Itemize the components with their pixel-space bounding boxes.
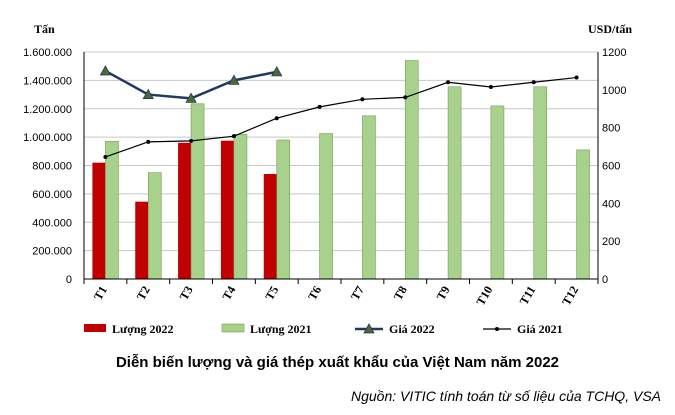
category-label: T8	[391, 284, 410, 303]
point-gia-2022	[142, 88, 154, 99]
legend-label: Lượng 2021	[250, 322, 312, 336]
category-label: T4	[219, 284, 238, 303]
bar-luong-2021	[233, 133, 248, 280]
legend: Lượng 2022 Lượng 2021 Giá 2022 Giá 2021	[84, 322, 563, 336]
point-gia-2021	[274, 116, 279, 121]
point-gia-2021	[189, 138, 194, 143]
point-gia-2022	[185, 92, 197, 103]
bar-luong-2022	[135, 201, 149, 279]
point-gia-2021	[403, 95, 408, 100]
left-tick-label: 1.000.000	[23, 132, 72, 144]
category-label: T5	[262, 284, 281, 303]
bar-luong-2021	[447, 86, 462, 280]
bar-luong-2021	[147, 172, 162, 280]
left-tick-label: 1.200.000	[23, 104, 72, 116]
right-tick-label: 0	[602, 274, 608, 286]
bar-luong-2021	[190, 103, 205, 280]
bar-luong-2021	[105, 141, 119, 280]
left-tick-label: 400.000	[32, 217, 72, 229]
bar-luong-2022	[178, 142, 192, 279]
bar-luong-2021	[533, 86, 548, 280]
bar-luong-2022	[263, 174, 277, 279]
bar-luong-2021	[362, 115, 376, 280]
bar-luong-2022	[220, 140, 234, 279]
bar-luong-2021	[576, 149, 590, 280]
point-gia-2021	[103, 154, 108, 159]
left-tick-label: 600.000	[32, 189, 72, 201]
legend-swatch	[221, 323, 245, 333]
left-tick-label: 1.400.000	[23, 75, 72, 87]
point-gia-2021	[446, 80, 451, 85]
source-note: Nguồn: VITIC tính toán từ số liệu của TC…	[350, 388, 661, 404]
legend-swatch	[84, 324, 106, 332]
legend-label: Giá 2022	[389, 322, 435, 336]
category-label: T9	[434, 284, 453, 303]
tick-labels: 0 200.000 400.000 600.000 800.000 1.000.000 1.…	[23, 47, 626, 308]
category-label: T1	[91, 284, 110, 303]
legend-label: Lượng 2022	[112, 322, 174, 336]
bars	[92, 60, 590, 280]
point-gia-2021	[488, 84, 493, 89]
left-tick-label: 1.600.000	[23, 47, 72, 59]
bar-luong-2022	[92, 162, 106, 279]
right-axis-unit: USD/tấn	[588, 22, 633, 36]
left-tick-label: 200.000	[32, 246, 72, 258]
point-gia-2022	[271, 66, 283, 77]
point-gia-2021	[146, 139, 151, 144]
legend-marker	[495, 327, 499, 331]
gridlines	[84, 51, 598, 280]
point-gia-2021	[231, 134, 236, 139]
right-tick-label: 1000	[602, 85, 626, 97]
point-gia-2021	[360, 97, 365, 102]
bar-luong-2021	[319, 133, 333, 280]
right-tick-label: 800	[602, 123, 620, 135]
point-gia-2021	[531, 80, 536, 85]
right-tick-label: 1200	[602, 47, 626, 59]
axes	[83, 52, 599, 284]
category-label: T10	[473, 283, 495, 307]
right-tick-label: 400	[602, 198, 620, 210]
point-gia-2021	[574, 75, 579, 80]
legend-label: Giá 2021	[517, 322, 563, 336]
category-label: T3	[177, 284, 196, 303]
line-gia-2021	[105, 76, 577, 158]
bar-luong-2021	[276, 139, 291, 280]
legend-marker	[363, 323, 375, 334]
point-gia-2022	[228, 74, 240, 85]
category-label: T7	[348, 284, 367, 303]
left-tick-label: 0	[66, 274, 72, 286]
point-gia-2021	[317, 104, 322, 109]
point-gia-2022	[99, 65, 112, 76]
left-axis-unit: Tấn	[34, 22, 55, 36]
category-label: T11	[517, 284, 539, 308]
category-label: T12	[559, 284, 581, 308]
chart-caption: Diễn biến lượng và giá thép xuất khẩu củ…	[115, 354, 560, 371]
chart: 0 200.000 400.000 600.000 800.000 1.000.000 1.…	[23, 47, 626, 336]
lines	[99, 65, 579, 159]
category-label: T6	[305, 284, 324, 303]
left-tick-label: 800.000	[32, 161, 72, 173]
right-tick-label: 200	[602, 236, 620, 248]
bar-luong-2021	[490, 105, 505, 280]
category-label: T2	[134, 284, 153, 303]
right-tick-label: 600	[602, 161, 620, 173]
